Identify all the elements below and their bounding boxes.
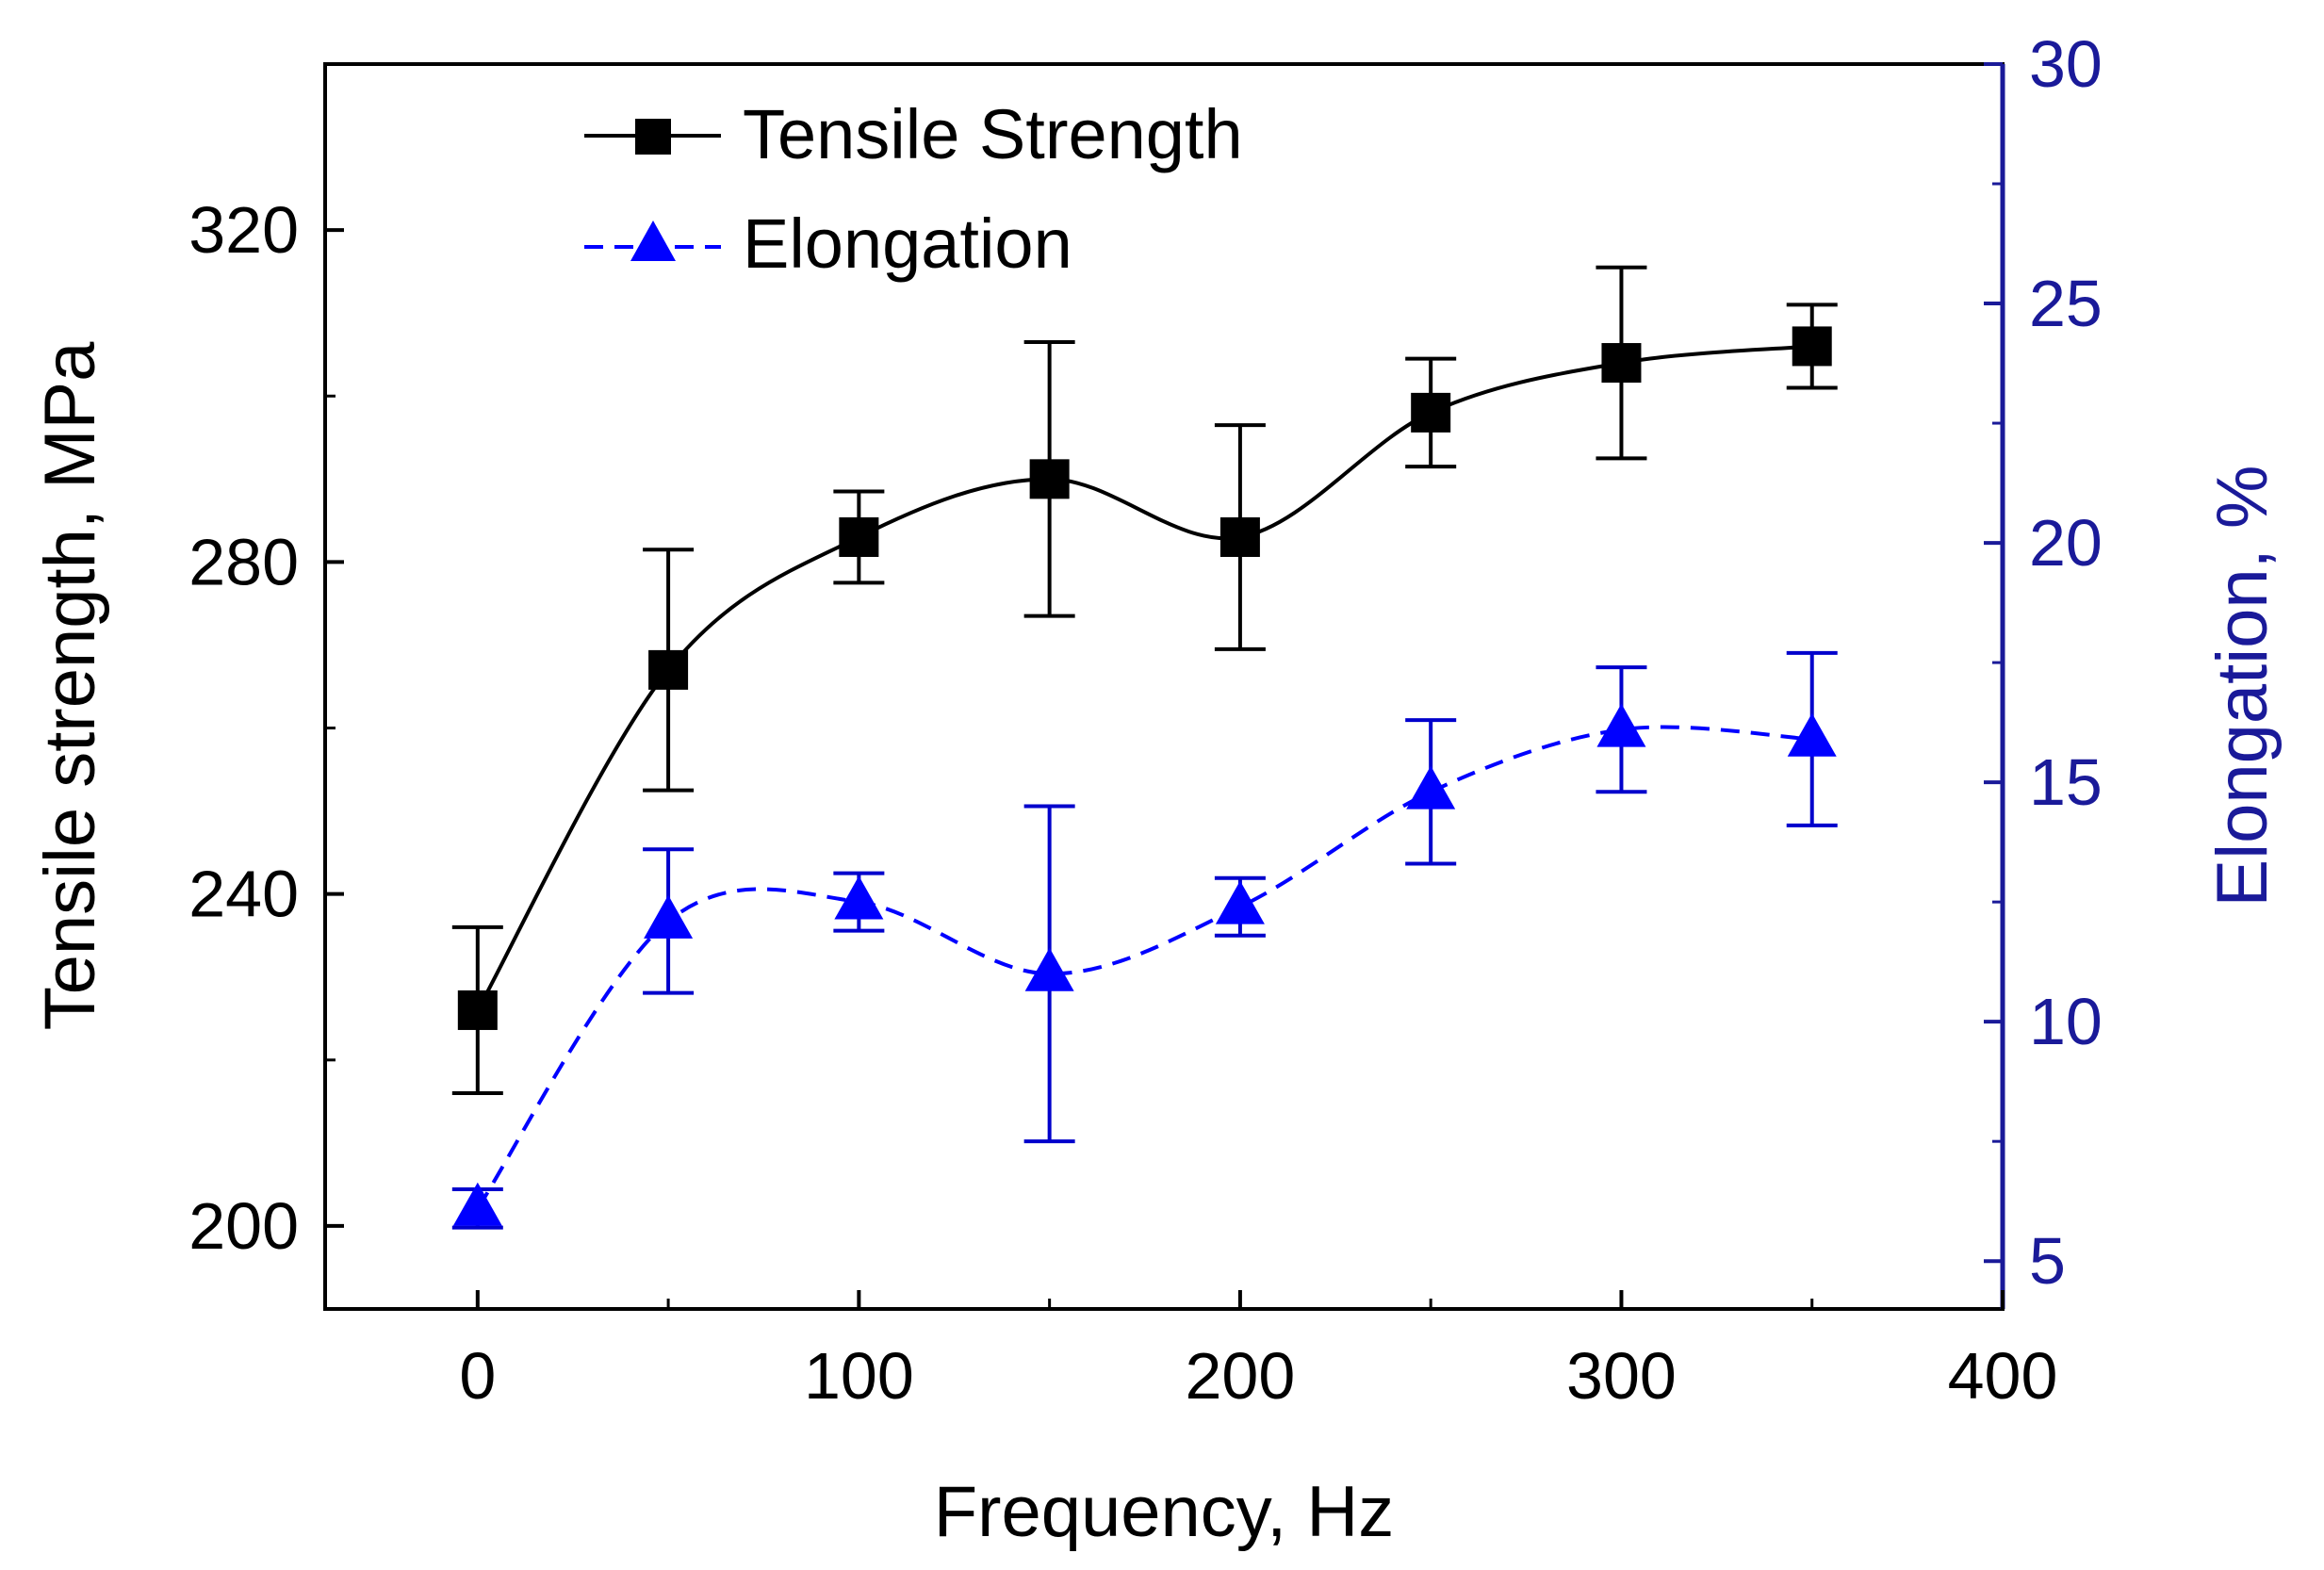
point-tensile-strength-3 [1029,459,1070,499]
point-tensile-strength-2 [839,516,879,557]
point-tensile-strength-0 [457,989,498,1030]
x-tick-label-0: 0 [459,1339,496,1413]
point-elongation-5 [1406,765,1456,810]
x-axis: 0 100 200 300 400 [459,1290,2057,1413]
right-tick-label-15: 15 [2029,745,2103,819]
legend-entry-tensile-strength: Tensile Strength [584,95,1243,173]
right-tick-label-30: 30 [2029,27,2103,101]
left-tick-label-240: 240 [188,858,299,931]
left-tick-label-280: 280 [188,525,299,598]
plot-frame [323,62,2005,1311]
point-elongation-4 [1215,880,1265,924]
right-tick-label-10: 10 [2029,985,2103,1058]
left-axis-title: Tensile strength, MPa [30,341,110,1031]
right-tick-label-25: 25 [2029,267,2103,340]
point-tensile-strength-4 [1219,516,1260,557]
x-tick-label-400: 400 [1948,1339,2058,1413]
series-line-elongation [476,725,1812,1210]
x-tick-label-100: 100 [804,1339,914,1413]
legend-marker-tensile-strength [635,119,671,155]
legend-label-elongation: Elongation [743,204,1072,283]
point-tensile-strength-7 [1792,326,1832,367]
right-tick-label-5: 5 [2029,1224,2066,1298]
point-elongation-2 [834,875,884,920]
right-axis-title: Elongation, % [2202,466,2283,908]
x-axis-title: Frequency, Hz [934,1472,1395,1552]
x-tick-label-300: 300 [1566,1339,1677,1413]
point-elongation-1 [644,894,694,939]
series-markers [452,326,1837,1226]
point-elongation-3 [1024,947,1074,991]
point-tensile-strength-6 [1601,343,1642,384]
point-elongation-0 [452,1182,502,1226]
legend-entry-elongation: Elongation [584,204,1072,283]
left-tick-label-320: 320 [188,193,299,267]
point-tensile-strength-1 [648,649,689,690]
legend: Tensile Strength Elongation [584,95,1243,283]
point-tensile-strength-5 [1411,392,1451,433]
legend-label-tensile-strength: Tensile Strength [743,95,1243,173]
error-bars [451,265,1838,1230]
right-axis: 5 10 15 20 25 30 [1984,27,2103,1309]
left-axis: 200 240 280 320 [188,62,344,1263]
legend-marker-elongation [630,221,676,261]
point-elongation-7 [1787,712,1837,757]
series-curves [476,344,1812,1210]
left-tick-label-200: 200 [188,1189,299,1263]
x-tick-label-200: 200 [1186,1339,1296,1413]
right-tick-label-20: 20 [2029,506,2103,580]
point-elongation-6 [1596,703,1646,747]
